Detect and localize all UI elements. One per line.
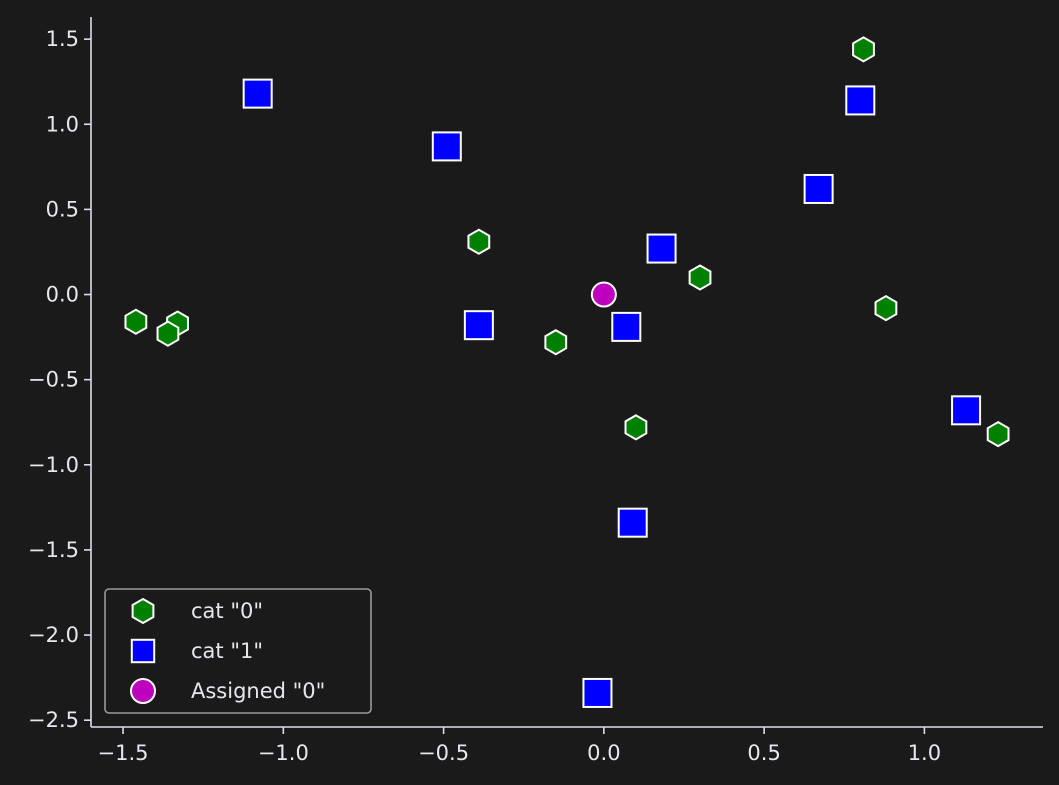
point-square-series-1 xyxy=(845,85,876,116)
y-tick-label: −1.5 xyxy=(28,538,79,562)
point-square-series-1 xyxy=(803,173,834,204)
y-tick-label: 0.0 xyxy=(46,283,79,307)
y-tick-label: 1.5 xyxy=(46,27,79,51)
point-square-series-1 xyxy=(617,507,648,538)
point-square-series-1 xyxy=(431,131,462,162)
y-tick-label: −2.0 xyxy=(28,623,79,647)
point-square-series-1 xyxy=(582,677,613,708)
point-hexagon-series-0 xyxy=(688,264,712,291)
legend-marker-circle xyxy=(130,678,156,704)
point-hexagon-series-0 xyxy=(124,308,148,335)
legend-label: cat "0" xyxy=(191,599,263,623)
y-tick-label: −2.5 xyxy=(28,708,79,732)
legend-marker-square xyxy=(130,638,156,664)
x-tick-label: 0.0 xyxy=(587,741,620,765)
legend-box xyxy=(104,588,372,714)
point-circle-series-2 xyxy=(590,281,617,308)
point-square-series-1 xyxy=(646,233,677,264)
point-square-series-1 xyxy=(611,311,642,342)
x-tick-label: −0.5 xyxy=(418,741,469,765)
x-tick-label: 0.5 xyxy=(747,741,780,765)
legend: cat "0" cat "1" Assigned "0" xyxy=(104,588,372,714)
ticks: −1.5 −1.0 −0.5 0.0 0.5 1.0 1.5 1.0 0.5 0.0 −0.5 −1.… xyxy=(28,27,941,765)
point-hexagon-series-0 xyxy=(874,294,898,322)
data-points xyxy=(124,36,1010,708)
point-square-series-1 xyxy=(463,310,494,341)
point-square-series-1 xyxy=(242,78,273,109)
point-hexagon-series-0 xyxy=(986,420,1010,448)
y-tick-label: 0.5 xyxy=(46,197,79,221)
y-tick-label: −0.5 xyxy=(28,368,79,392)
point-hexagon-series-0 xyxy=(156,320,180,347)
point-hexagon-series-0 xyxy=(624,414,648,441)
legend-marker-hexagon xyxy=(131,597,155,625)
point-hexagon-series-0 xyxy=(467,228,491,255)
x-tick-label: −1.0 xyxy=(258,741,309,765)
point-hexagon-series-0 xyxy=(544,329,568,356)
x-tick-label: 1.0 xyxy=(908,741,941,765)
legend-label: Assigned "0" xyxy=(191,679,325,703)
axes xyxy=(90,17,1043,728)
y-tick-label: −1.0 xyxy=(28,453,79,477)
x-tick-label: −1.5 xyxy=(98,741,149,765)
point-square-series-1 xyxy=(951,395,982,426)
y-tick-label: 1.0 xyxy=(46,112,79,136)
legend-label: cat "1" xyxy=(191,639,263,663)
point-hexagon-series-0 xyxy=(852,36,875,63)
